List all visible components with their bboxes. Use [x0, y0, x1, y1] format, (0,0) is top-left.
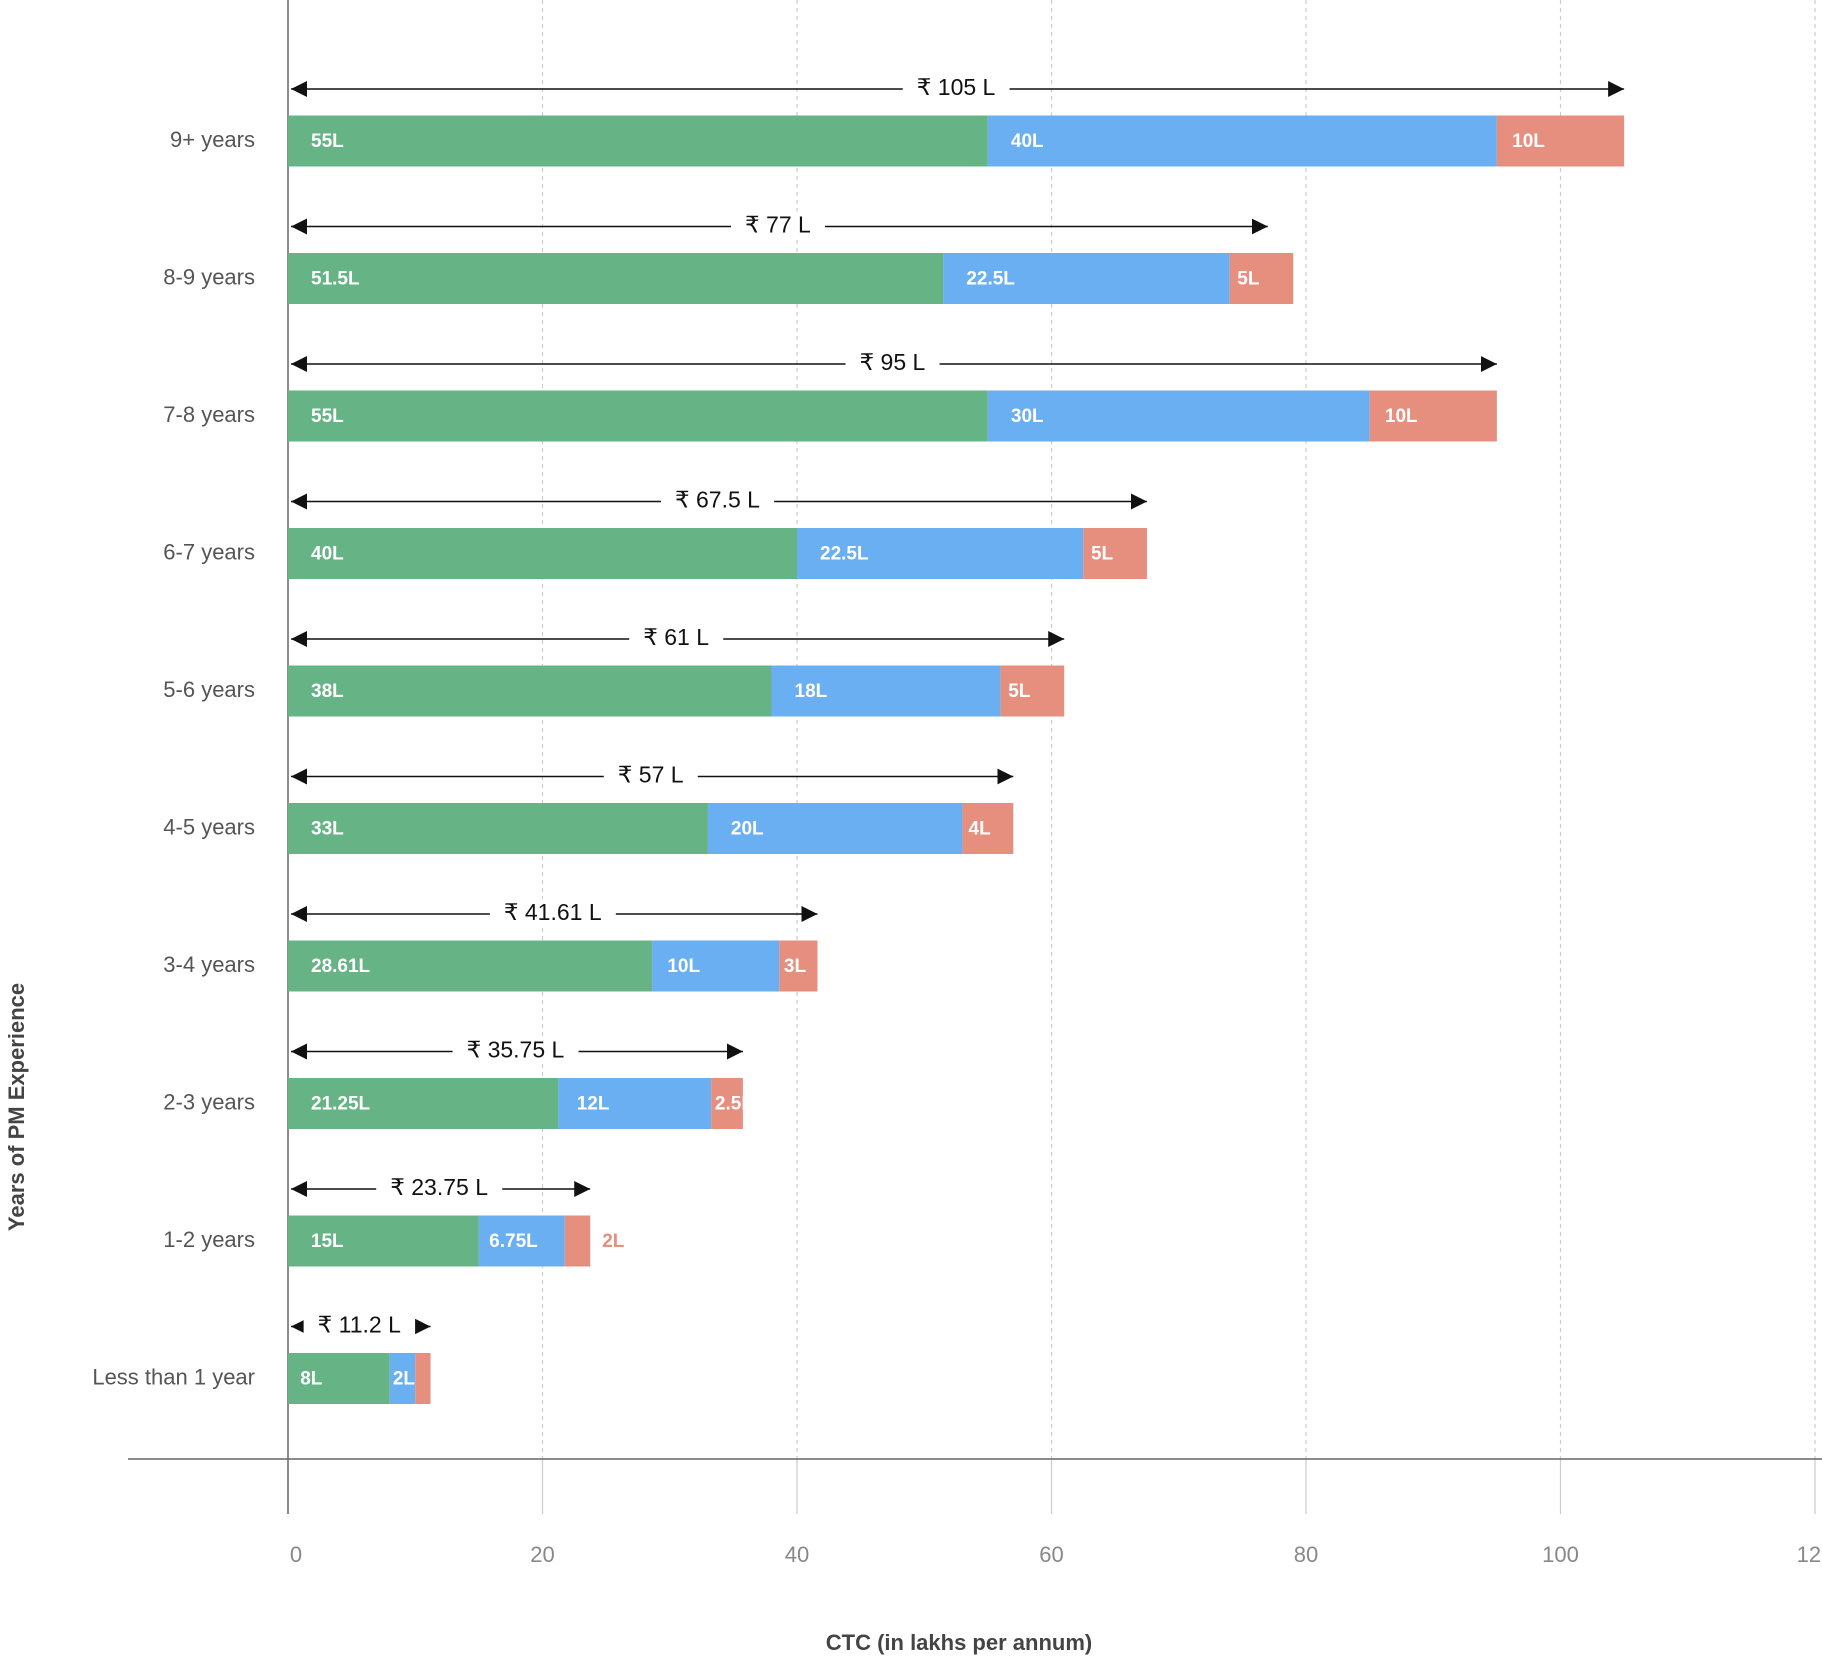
value-label: 8L — [300, 1369, 323, 1390]
total-label-bg — [603, 761, 698, 788]
value-label: 30L — [1011, 406, 1044, 427]
bar-segment — [288, 528, 797, 579]
value-label: 10L — [667, 956, 700, 977]
value-label: 18L — [795, 681, 828, 702]
bar-segment — [987, 115, 1497, 167]
bar-segment — [288, 390, 988, 442]
total-label-bg — [452, 1036, 579, 1063]
value-label: 28.61L — [311, 956, 371, 977]
x-axis-label: CTC (in lakhs per annum) — [826, 1630, 1092, 1655]
value-label: 15L — [311, 1231, 344, 1252]
value-label: 3L — [784, 956, 807, 977]
value-label: 33L — [311, 819, 344, 840]
total-label-bg — [660, 486, 775, 513]
x-tick-label: 20 — [530, 1542, 554, 1567]
bar-segment — [711, 1078, 743, 1129]
bar-segment — [288, 253, 944, 304]
y-tick-label: 7-8 years — [163, 402, 255, 427]
value-label: 10L — [1385, 406, 1418, 427]
bar-segment — [1369, 390, 1497, 442]
value-label: 22.5L — [820, 544, 869, 565]
total-label: ₹ 23.75 L — [390, 1174, 488, 1200]
bar-segment — [288, 115, 988, 167]
value-label: 12L — [577, 1094, 610, 1115]
bar-segment — [779, 940, 818, 992]
total-label: ₹ 95 L — [860, 349, 926, 375]
value-label: 21.25L — [311, 1094, 371, 1115]
bar-segment — [389, 1353, 416, 1404]
bar-segment — [1083, 528, 1147, 579]
bar-segment — [288, 803, 708, 854]
bar-segment — [288, 1215, 479, 1267]
bar-segment — [288, 665, 772, 717]
value-label: 2.5L — [715, 1094, 753, 1115]
y-tick-label: 9+ years — [170, 127, 255, 152]
bar-segment — [558, 1078, 712, 1129]
value-label: 5L — [1008, 681, 1031, 702]
value-label: 38L — [311, 681, 344, 702]
bar-segment — [707, 803, 963, 854]
value-label: 4L — [969, 819, 992, 840]
total-label-bg — [902, 74, 1010, 101]
bar-segment — [288, 1353, 390, 1404]
bar-segment — [478, 1215, 565, 1267]
value-label: 40L — [311, 544, 344, 565]
x-tick-label: 80 — [1294, 1542, 1318, 1567]
y-tick-label: 5-6 years — [163, 677, 255, 702]
y-tick-label: 4-5 years — [163, 814, 255, 839]
total-label: ₹ 61 L — [643, 624, 709, 650]
value-label: 6.75L — [489, 1231, 538, 1252]
bar-segment — [415, 1353, 431, 1404]
total-label: ₹ 41.61 L — [504, 899, 602, 925]
bar-segment — [1229, 253, 1294, 304]
y-tick-label: 1-2 years — [163, 1227, 255, 1252]
x-tick-label: 60 — [1039, 1542, 1063, 1567]
bar-segment — [1496, 115, 1625, 167]
total-label: ₹ 57 L — [618, 762, 684, 788]
bar-segment — [962, 803, 1014, 854]
value-label: 40L — [1011, 131, 1044, 152]
total-label-bg — [731, 211, 826, 238]
total-label: ₹ 35.75 L — [467, 1037, 565, 1063]
bar-segment — [943, 253, 1230, 304]
y-tick-label: 6-7 years — [163, 539, 255, 564]
total-label-bg — [489, 899, 616, 926]
value-label: 20L — [731, 819, 764, 840]
value-label: 22.5L — [966, 269, 1015, 290]
total-label: ₹ 77 L — [745, 212, 811, 238]
y-tick-label: 8-9 years — [163, 264, 255, 289]
value-label: 2L — [602, 1231, 625, 1252]
bar-segment — [987, 390, 1370, 442]
total-label: ₹ 67.5 L — [675, 487, 760, 513]
bar-segment — [771, 665, 1001, 717]
bar-segment — [564, 1215, 591, 1267]
value-label: 10L — [1512, 131, 1545, 152]
value-label: 5L — [1091, 544, 1114, 565]
y-tick-label: Less than 1 year — [92, 1364, 255, 1389]
total-label: ₹ 105 L — [917, 74, 996, 100]
y-tick-label: 2-3 years — [163, 1089, 255, 1114]
x-tick-label: 40 — [785, 1542, 809, 1567]
bar-segment — [288, 940, 653, 992]
x-tick-label: 0 — [290, 1542, 302, 1567]
bar-segment — [652, 940, 780, 992]
total-label: ₹ 11.2 L — [318, 1312, 401, 1338]
x-tick-label: 100 — [1542, 1542, 1579, 1567]
total-label-bg — [845, 349, 940, 376]
total-label-bg — [376, 1174, 503, 1201]
total-label-bg — [303, 1311, 416, 1338]
y-tick-label: 3-4 years — [163, 952, 255, 977]
bar-segment — [288, 1078, 559, 1129]
x-tick-label: 120 — [1797, 1542, 1822, 1567]
value-label: 51.5L — [311, 269, 360, 290]
y-axis-label: Years of PM Experience — [4, 983, 29, 1231]
value-label: 5L — [1237, 269, 1260, 290]
bar-segment — [1000, 665, 1065, 717]
total-label-bg — [629, 624, 724, 651]
value-label: 55L — [311, 406, 344, 427]
value-label: 55L — [311, 131, 344, 152]
value-label: 2L — [393, 1369, 416, 1390]
bar-segment — [797, 528, 1084, 579]
